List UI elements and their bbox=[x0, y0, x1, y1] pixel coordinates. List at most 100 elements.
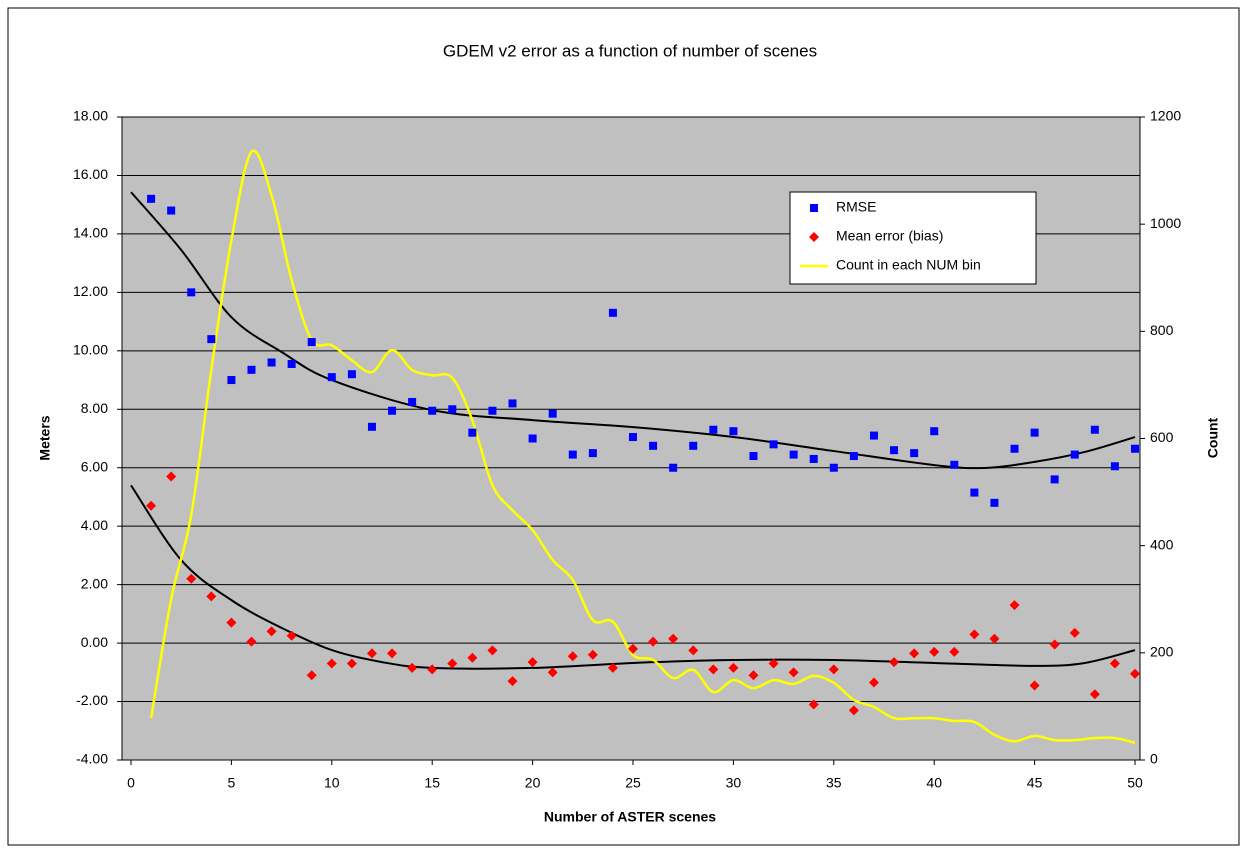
y2-tick-label: 200 bbox=[1150, 644, 1174, 660]
y-tick-label: 10.00 bbox=[73, 342, 108, 358]
trendline bbox=[130, 191, 1136, 470]
y-tick-label: 4.00 bbox=[81, 517, 108, 533]
y-tick-label: 14.00 bbox=[73, 225, 108, 241]
bias-point bbox=[929, 646, 940, 657]
rmse-point bbox=[1110, 462, 1119, 471]
bias-point bbox=[246, 636, 257, 647]
rmse-point bbox=[528, 434, 537, 443]
bias-point bbox=[407, 662, 418, 673]
rmse-point bbox=[1050, 475, 1059, 484]
bias-point bbox=[366, 648, 377, 659]
rmse-point bbox=[508, 399, 517, 408]
rmse-point bbox=[1010, 444, 1019, 453]
rmse-point bbox=[990, 498, 999, 507]
bias-point bbox=[748, 670, 759, 681]
bias-point bbox=[306, 670, 317, 681]
bias-point bbox=[507, 676, 518, 687]
bias-point bbox=[1109, 658, 1120, 669]
x-tick-label: 0 bbox=[127, 775, 135, 791]
legend-swatch bbox=[809, 232, 819, 242]
rmse-point bbox=[367, 422, 376, 431]
rmse-point bbox=[910, 449, 919, 458]
bias-point bbox=[828, 664, 839, 675]
bias-point bbox=[668, 633, 679, 644]
rmse-point bbox=[789, 450, 798, 459]
y-tick-label: 8.00 bbox=[81, 400, 108, 416]
x-tick-label: 20 bbox=[525, 775, 541, 791]
rmse-point bbox=[307, 338, 316, 347]
x-tick-label: 35 bbox=[826, 775, 842, 791]
bias-point bbox=[648, 636, 659, 647]
y2-tick-label: 1200 bbox=[1150, 108, 1181, 124]
rmse-point bbox=[588, 449, 597, 458]
rmse-point bbox=[809, 454, 818, 463]
rmse-point bbox=[629, 433, 637, 442]
bias-point bbox=[848, 705, 859, 716]
bias-point bbox=[467, 652, 478, 663]
y2-tick-label: 0 bbox=[1150, 751, 1158, 767]
rmse-point bbox=[729, 427, 738, 436]
bias-point bbox=[607, 662, 618, 673]
rmse-point bbox=[147, 194, 156, 203]
bias-point bbox=[547, 667, 558, 678]
bias-point bbox=[808, 699, 819, 710]
rmse-point bbox=[247, 365, 256, 374]
rmse-point bbox=[849, 452, 858, 461]
bias-point bbox=[567, 651, 578, 662]
y2-tick-label: 800 bbox=[1150, 322, 1174, 338]
rmse-point bbox=[207, 335, 216, 344]
legend-box bbox=[789, 191, 1037, 285]
rmse-point bbox=[227, 376, 236, 385]
bias-point bbox=[186, 573, 197, 584]
bias-point bbox=[387, 648, 398, 659]
rmse-point bbox=[408, 397, 417, 406]
rmse-point bbox=[568, 450, 577, 459]
bias-point bbox=[1069, 627, 1080, 638]
y-tick-label: -2.00 bbox=[76, 692, 108, 708]
legend-label: RMSE bbox=[836, 199, 876, 215]
rmse-point bbox=[608, 308, 617, 317]
legend-label: Mean error (bias) bbox=[836, 228, 943, 244]
bias-point bbox=[146, 500, 157, 511]
y-tick-label: -4.00 bbox=[76, 751, 108, 767]
bias-point bbox=[1049, 639, 1060, 650]
legend-label: Count in each NUM bin bbox=[836, 257, 981, 273]
bias-point bbox=[286, 630, 297, 641]
trendline bbox=[130, 484, 1136, 670]
bias-point bbox=[1130, 668, 1140, 679]
bias-point bbox=[326, 658, 337, 669]
rmse-point bbox=[970, 488, 979, 497]
x-tick-label: 30 bbox=[726, 775, 742, 791]
rmse-point bbox=[448, 405, 457, 414]
rmse-point bbox=[749, 452, 758, 461]
x-tick-label: 50 bbox=[1127, 775, 1143, 791]
rmse-point bbox=[649, 441, 658, 450]
x-tick-label: 25 bbox=[625, 775, 641, 791]
y-tick-label: 2.00 bbox=[81, 575, 108, 591]
rmse-point bbox=[1070, 450, 1079, 459]
rmse-point bbox=[347, 370, 356, 379]
x-tick-label: 5 bbox=[228, 775, 236, 791]
bias-point bbox=[788, 667, 799, 678]
rmse-point bbox=[890, 446, 899, 455]
count-line bbox=[149, 149, 1136, 745]
y2-tick-label: 600 bbox=[1150, 429, 1174, 445]
rmse-point bbox=[267, 358, 276, 367]
rmse-point bbox=[1030, 428, 1039, 437]
x-tick-label: 40 bbox=[926, 775, 942, 791]
rmse-point bbox=[709, 425, 718, 434]
bias-point bbox=[527, 657, 538, 668]
rmse-point bbox=[388, 406, 397, 415]
bias-point bbox=[266, 626, 277, 637]
rmse-point bbox=[869, 431, 878, 440]
x-tick-label: 15 bbox=[424, 775, 440, 791]
y-tick-label: 16.00 bbox=[73, 166, 108, 182]
x-axis-label: Number of ASTER scenes bbox=[544, 809, 716, 825]
bias-point bbox=[909, 648, 920, 659]
bias-point bbox=[1009, 600, 1020, 611]
bias-point bbox=[628, 643, 638, 654]
chart-title: GDEM v2 error as a function of number of… bbox=[443, 41, 817, 60]
bias-point bbox=[969, 629, 980, 640]
